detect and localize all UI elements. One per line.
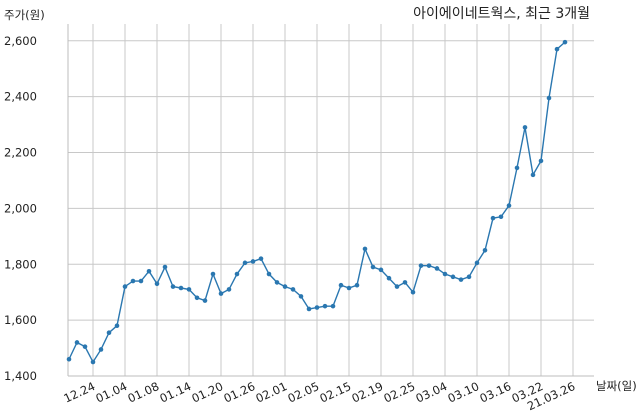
data-point xyxy=(498,214,504,220)
data-point xyxy=(314,305,320,310)
data-point xyxy=(242,260,248,266)
data-point xyxy=(82,344,88,349)
data-point xyxy=(370,264,376,270)
y-tick-label: 2,400 xyxy=(4,90,37,104)
x-tick-label: 01.26 xyxy=(221,379,257,406)
data-point xyxy=(386,275,392,281)
data-point xyxy=(90,359,96,365)
y-tick-label: 1,400 xyxy=(4,369,37,383)
data-point xyxy=(538,158,544,164)
chart-title: 아이에이네트웍스, 최근 3개월 xyxy=(413,6,590,22)
data-point xyxy=(322,303,328,309)
x-tick-label: 02.15 xyxy=(317,379,353,406)
data-point xyxy=(506,203,512,208)
data-point xyxy=(346,285,352,291)
x-tick-label: 01.04 xyxy=(93,379,129,406)
data-point xyxy=(114,323,120,329)
axis-layer xyxy=(67,24,594,377)
data-point xyxy=(290,287,296,292)
y-tick-label: 2,200 xyxy=(4,146,37,160)
data-point xyxy=(418,263,424,268)
grid-layer xyxy=(68,24,594,377)
data-point xyxy=(138,278,144,284)
data-point xyxy=(362,246,368,252)
data-point xyxy=(106,330,112,335)
x-tick-label: 01.08 xyxy=(125,379,161,406)
data-point xyxy=(74,340,80,345)
data-point xyxy=(250,259,256,264)
data-point xyxy=(554,46,560,52)
data-point xyxy=(162,264,168,270)
data-point xyxy=(306,306,312,312)
data-point xyxy=(258,256,264,261)
data-point xyxy=(546,95,552,101)
data-point xyxy=(482,247,488,253)
data-point xyxy=(194,295,200,301)
data-point xyxy=(266,271,272,277)
data-point xyxy=(354,282,360,288)
data-point xyxy=(466,274,472,280)
x-tick-label: 03.16 xyxy=(477,379,513,406)
data-point xyxy=(474,260,480,266)
data-point xyxy=(514,165,520,171)
y-tick-label: 1,800 xyxy=(4,257,37,271)
data-point xyxy=(434,266,440,271)
y-axis-label: 주가(원) xyxy=(4,8,45,22)
data-point xyxy=(218,291,224,296)
x-tick-label: 01.14 xyxy=(157,379,193,406)
data-point xyxy=(530,172,536,178)
data-point xyxy=(338,282,344,288)
data-point xyxy=(130,278,136,284)
data-point xyxy=(458,277,464,282)
data-point xyxy=(410,289,416,295)
data-point xyxy=(146,268,152,274)
x-axis-label: 날짜(일) xyxy=(596,379,637,393)
series-layer xyxy=(66,39,568,365)
data-point xyxy=(394,284,400,289)
data-point xyxy=(210,271,216,277)
data-point xyxy=(186,287,192,292)
y-tick-label: 2,000 xyxy=(4,201,37,215)
data-point xyxy=(178,285,184,291)
data-point xyxy=(330,303,336,309)
x-tick-label: 02.19 xyxy=(349,379,385,406)
x-tick-label: 02.25 xyxy=(381,379,417,406)
data-point xyxy=(66,356,72,362)
data-point xyxy=(170,284,176,289)
data-point xyxy=(274,280,280,285)
x-tick-label: 02.05 xyxy=(285,379,321,406)
data-point xyxy=(234,271,240,277)
y-tick-label: 1,600 xyxy=(4,313,37,327)
x-tick-label: 12.24 xyxy=(61,379,97,406)
data-point xyxy=(202,298,208,303)
data-point xyxy=(522,125,528,130)
x-tick-label: 02.01 xyxy=(253,379,289,406)
data-point xyxy=(122,284,128,289)
data-point xyxy=(450,274,456,280)
data-point xyxy=(402,280,408,285)
x-tick-label: 03.04 xyxy=(413,379,449,406)
data-point xyxy=(442,271,448,277)
data-point xyxy=(490,215,496,221)
data-point xyxy=(282,284,288,289)
data-point xyxy=(98,347,104,352)
data-point xyxy=(154,281,160,287)
y-tick-label: 2,600 xyxy=(4,34,37,48)
data-point xyxy=(226,287,232,292)
x-tick-label: 01.20 xyxy=(189,379,225,406)
x-tick-label: 03.10 xyxy=(445,379,481,406)
data-point xyxy=(562,39,568,45)
data-point xyxy=(298,294,304,299)
data-point xyxy=(426,263,432,268)
data-point xyxy=(378,267,384,273)
